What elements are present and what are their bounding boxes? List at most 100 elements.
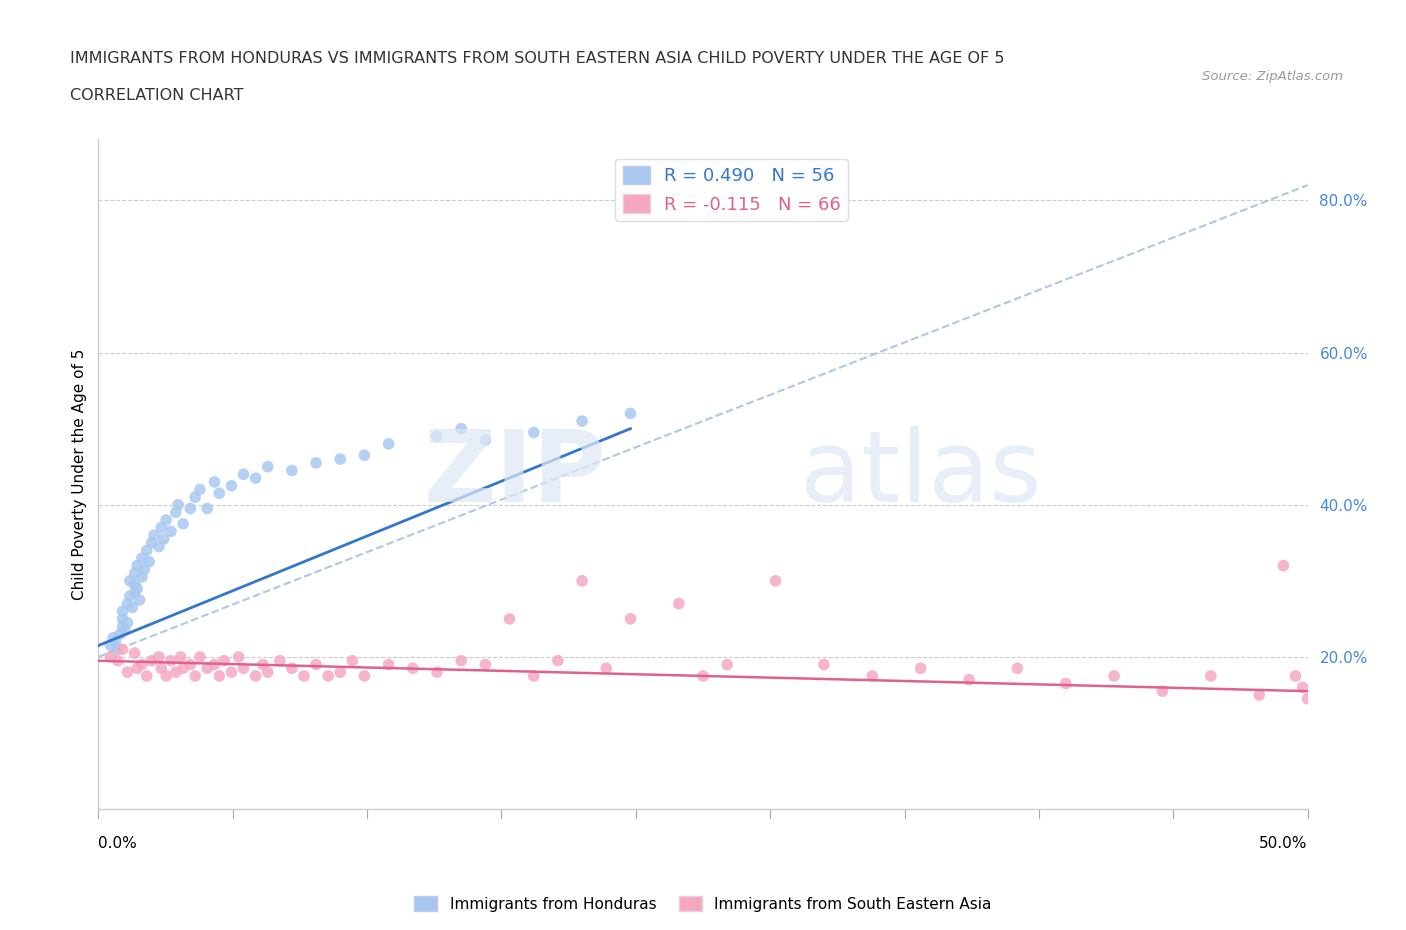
Point [179,658,201,672]
Point [281,463,304,478]
Point [228,649,250,664]
Point [167,498,190,512]
Point [160,653,183,668]
Point [329,665,352,680]
Point [155,512,177,527]
Point [474,432,496,447]
Point [232,467,254,482]
Point [204,658,226,672]
Point [256,665,278,680]
Point [692,669,714,684]
Text: IMMIGRANTS FROM HONDURAS VS IMMIGRANTS FROM SOUTH EASTERN ASIA CHILD POVERTY UND: IMMIGRANTS FROM HONDURAS VS IMMIGRANTS F… [70,51,1005,66]
Point [111,611,134,626]
Point [377,658,399,672]
Point [474,658,496,672]
Point [155,669,177,684]
Point [172,661,194,676]
Point [619,406,641,421]
Point [208,669,231,684]
Point [179,501,201,516]
Point [353,669,375,684]
Point [131,569,153,584]
Point [127,558,149,573]
Point [957,672,980,687]
Point [135,669,157,684]
Point [195,661,218,676]
Point [450,653,472,668]
Point [1102,669,1125,684]
Point [305,456,328,471]
Point [107,642,129,657]
Text: ZIP: ZIP [423,426,606,523]
Point [765,574,787,589]
Point [269,653,291,668]
Point [124,645,146,660]
Point [232,661,254,676]
Point [121,600,143,615]
Point [450,421,472,436]
Point [571,574,593,589]
Point [117,616,139,631]
Legend: R = 0.490   N = 56, R = -0.115   N = 66: R = 0.490 N = 56, R = -0.115 N = 66 [616,159,848,220]
Point [148,649,170,664]
Point [117,596,139,611]
Point [523,669,546,684]
Point [668,596,690,611]
Point [426,429,449,444]
Point [100,638,122,653]
Point [100,649,122,664]
Point [160,524,183,538]
Point [184,490,207,505]
Point [221,665,243,680]
Point [150,661,173,676]
Point [547,653,569,668]
Point [221,478,243,493]
Point [195,501,218,516]
Point [111,619,134,634]
Point [305,658,328,672]
Point [316,669,339,684]
Y-axis label: Child Poverty Under the Age of 5: Child Poverty Under the Age of 5 [72,349,87,600]
Point [111,604,134,618]
Point [101,631,124,645]
Point [256,459,278,474]
Point [184,669,207,684]
Point [148,539,170,554]
Point [1007,661,1029,676]
Point [114,623,136,638]
Point [245,669,267,684]
Point [571,414,593,429]
Point [111,642,134,657]
Point [124,585,146,600]
Legend: Immigrants from Honduras, Immigrants from South Eastern Asia: Immigrants from Honduras, Immigrants fro… [408,889,998,918]
Point [204,474,226,489]
Point [1272,558,1295,573]
Point [169,649,191,664]
Point [188,649,211,664]
Point [860,669,883,684]
Point [188,482,211,497]
Point [1296,691,1319,706]
Point [134,562,156,577]
Text: CORRELATION CHART: CORRELATION CHART [70,88,243,103]
Point [1054,676,1077,691]
Point [104,634,127,649]
Point [252,658,274,672]
Point [108,627,131,642]
Point [150,520,173,535]
Point [523,425,546,440]
Point [117,665,139,680]
Point [292,669,315,684]
Text: atlas: atlas [800,426,1042,523]
Point [127,581,149,596]
Point [127,661,149,676]
Point [165,505,187,520]
Point [118,589,141,604]
Point [595,661,617,676]
Point [402,661,425,676]
Point [138,554,160,569]
Point [1292,680,1315,695]
Point [131,658,153,672]
Point [329,452,352,467]
Text: 0.0%: 0.0% [98,836,138,851]
